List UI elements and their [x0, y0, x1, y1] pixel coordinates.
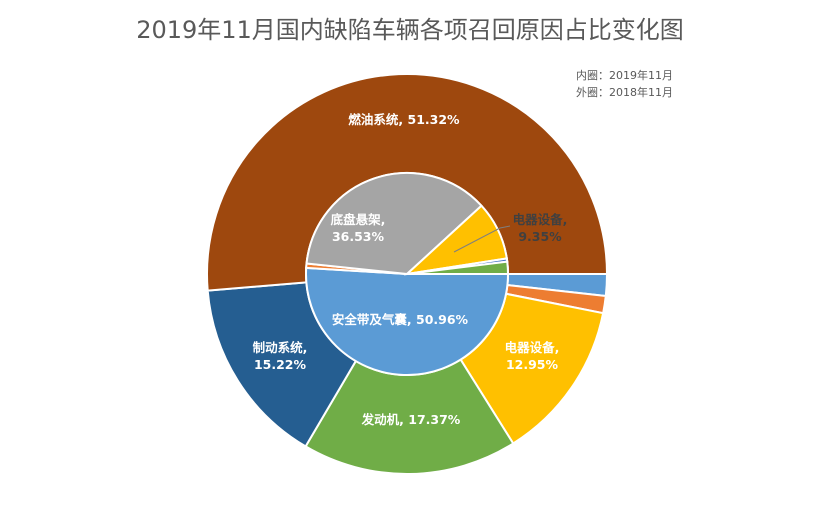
legend-inner: 内圈：2019年11月	[576, 69, 673, 82]
inner-label-3: 电器设备, 9.35%	[513, 212, 568, 244]
inner-slice-0	[305, 266, 510, 376]
legend-outer: 外圈：2018年11月	[576, 86, 673, 99]
inner-slice-5	[406, 260, 510, 275]
outer-label-2: 电器设备, 12.95%	[505, 340, 560, 372]
outer-label-4: 制动系统, 15.22%	[253, 340, 308, 372]
chart-title: 2019年11月国内缺陷车辆各项召回原因占比变化图	[136, 16, 684, 44]
inner-label-0: 安全带及气囊, 50.96%	[332, 312, 469, 327]
inner-label-2: 底盘悬架, 36.53%	[331, 212, 386, 244]
leader-line	[453, 225, 511, 253]
outer-label-3: 发动机, 17.37%	[361, 412, 461, 427]
outer-label-5: 燃油系统, 51.32%	[348, 112, 460, 127]
inner-slice-2	[305, 172, 483, 276]
